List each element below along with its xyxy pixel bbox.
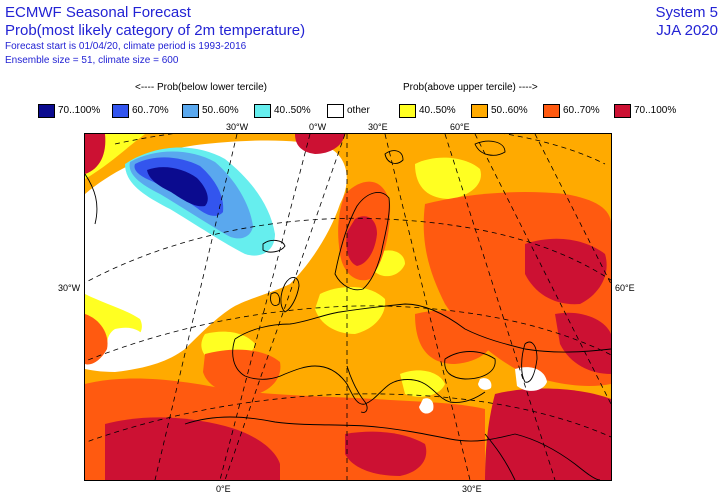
region-other-iberia-coast: [107, 327, 146, 361]
legend-label-below-70-100: 70..100%: [58, 105, 101, 116]
legend-label-above-70-100: 70..100%: [634, 105, 677, 116]
system-label: System 5: [655, 4, 718, 21]
coastlines: [85, 140, 611, 480]
region-above-40-50-russia: [375, 250, 405, 277]
region-above-40-50-siberia: [415, 157, 481, 199]
graticule-lon-75e: [534, 134, 611, 285]
label-bottom-30e: 30°E: [462, 484, 482, 494]
graticule-lat-75n: [114, 134, 606, 165]
legend-label-below-50-60: 50..60%: [202, 105, 239, 116]
region-above-60-70-russia: [415, 310, 496, 364]
coast-novaya-zemlya: [474, 140, 506, 156]
season-label: JJA 2020: [656, 22, 718, 39]
legend-label-above-60-70: 60..70%: [563, 105, 600, 116]
graticule-lat-30n: [85, 393, 611, 443]
region-above-70-100-scandinavia: [346, 216, 377, 266]
graticule: [85, 134, 611, 480]
legend-swatch-below-70-100: [38, 104, 55, 118]
coast-iceland: [262, 239, 286, 253]
region-above-70-100-sahara-east: [345, 431, 427, 476]
label-right-60e: 60°E: [615, 283, 635, 293]
legend-swatch-below-50-60: [182, 104, 199, 118]
legend-label-below-40-50: 40..50%: [274, 105, 311, 116]
legend-swatch-other: [327, 104, 344, 118]
forecast-info: Forecast start is 01/04/20, climate peri…: [5, 41, 247, 52]
coast-caspian: [521, 341, 538, 383]
region-above-70-100-arctic: [295, 134, 345, 154]
region-above-70-100-north-africa: [105, 417, 280, 480]
page-subtitle: Prob(most likely category of 2m temperat…: [5, 22, 306, 39]
legend-label-above-50-60: 50..60%: [491, 105, 528, 116]
label-top-30w: 30°W: [226, 122, 249, 132]
graticule-lat-60n: [85, 217, 611, 284]
legend-swatch-above-40-50: [399, 104, 416, 118]
coast-ireland: [270, 292, 280, 306]
label-bottom-0e: 0°E: [216, 484, 231, 494]
graticule-lat-45n: [85, 305, 611, 362]
system-block: System 5 JJA 2020: [655, 4, 718, 40]
legend-swatch-above-70-100: [614, 104, 631, 118]
legend-swatch-above-50-60: [471, 104, 488, 118]
region-below-70-100: [147, 167, 208, 207]
legend-above-heading: Prob(above upper tercile) ---->: [403, 82, 538, 93]
legend-swatch-below-40-50: [254, 104, 271, 118]
graticule-lon-0: [224, 134, 346, 480]
coast-north-africa: [184, 416, 516, 442]
coast-svalbard: [384, 150, 404, 164]
graticule-lon-15w: [219, 134, 311, 480]
page-title: ECMWF Seasonal Forecast: [5, 4, 191, 21]
legend-label-other: other: [347, 105, 370, 116]
coast-red-sea: [484, 433, 516, 480]
legend-below-heading: <---- Prob(below lower tercile): [135, 82, 267, 93]
region-above-60-70-iberia: [203, 349, 281, 396]
region-above-70-100-kazakhstan: [525, 238, 607, 305]
coast-scandinavia: [334, 191, 390, 291]
region-other-atlantic: [85, 140, 347, 372]
coast-italy: [346, 365, 368, 413]
legend-label-below-60-70: 60..70%: [132, 105, 169, 116]
region-above-70-100-siberia-south: [555, 312, 611, 374]
ensemble-info: Ensemble size = 51, climate size = 600: [5, 55, 179, 66]
label-top-30e: 30°E: [368, 122, 388, 132]
map-frame: [84, 133, 612, 481]
label-top-0w: 0°W: [309, 122, 327, 132]
label-top-60e: 60°E: [450, 122, 470, 132]
coast-greenland: [85, 173, 98, 225]
legend-label-above-40-50: 40..50%: [419, 105, 456, 116]
coast-black-sea: [444, 351, 496, 380]
graticule-lon-45e: [444, 134, 556, 480]
legend-swatch-above-60-70: [543, 104, 560, 118]
region-other-aegean: [419, 398, 434, 414]
region-above-70-100-greenland-east: [85, 134, 106, 174]
legend-swatch-below-60-70: [112, 104, 129, 118]
region-above-70-100-middle-east: [485, 388, 611, 480]
label-left-30w: 30°W: [58, 283, 81, 293]
region-above-60-70-atlantic-west: [85, 314, 108, 365]
title-block: ECMWF Seasonal Forecast Prob(most likely…: [5, 4, 305, 68]
coast-britain: [280, 277, 300, 313]
coast-mediterranean-north: [232, 338, 486, 405]
forecast-map: [85, 134, 611, 480]
region-other-russia-small: [478, 378, 492, 390]
coast-arabia: [514, 433, 601, 480]
coast-europe-north: [234, 303, 611, 353]
